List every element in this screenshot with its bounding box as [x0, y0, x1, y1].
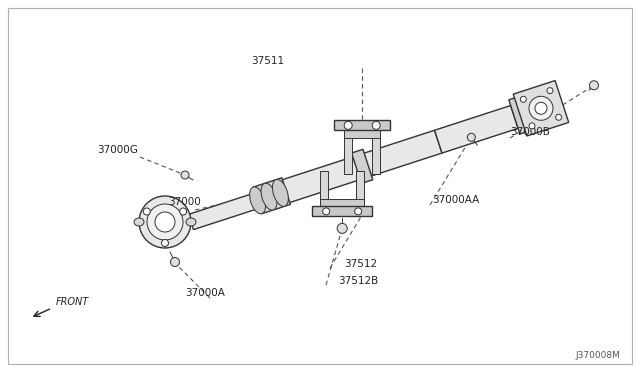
Polygon shape	[344, 130, 380, 138]
Circle shape	[529, 96, 553, 120]
Circle shape	[344, 121, 352, 129]
Ellipse shape	[250, 187, 266, 214]
Text: 37000B: 37000B	[510, 127, 550, 137]
Text: J370008M: J370008M	[575, 351, 620, 360]
Polygon shape	[189, 193, 260, 230]
Polygon shape	[351, 149, 373, 183]
Circle shape	[143, 208, 150, 215]
Polygon shape	[344, 137, 352, 174]
Ellipse shape	[261, 183, 277, 210]
Circle shape	[520, 96, 526, 102]
Circle shape	[323, 208, 330, 215]
Circle shape	[529, 123, 535, 129]
Text: 37000AA: 37000AA	[432, 195, 479, 205]
Ellipse shape	[186, 218, 196, 226]
Circle shape	[181, 171, 189, 179]
Circle shape	[556, 114, 562, 120]
Text: 37511: 37511	[252, 56, 285, 66]
Circle shape	[547, 88, 553, 94]
Circle shape	[147, 204, 183, 240]
Circle shape	[355, 208, 362, 215]
Text: 37512: 37512	[344, 259, 377, 269]
Text: FRONT: FRONT	[56, 297, 89, 307]
Polygon shape	[253, 178, 291, 214]
Ellipse shape	[273, 179, 289, 206]
Circle shape	[589, 81, 598, 90]
Circle shape	[467, 133, 476, 141]
Circle shape	[337, 223, 347, 233]
Polygon shape	[356, 171, 364, 206]
Polygon shape	[334, 121, 390, 130]
Text: 37000G: 37000G	[97, 145, 138, 155]
Text: 37000: 37000	[168, 197, 202, 207]
Polygon shape	[372, 137, 380, 174]
Circle shape	[372, 121, 380, 129]
Ellipse shape	[134, 218, 144, 226]
Polygon shape	[320, 199, 364, 208]
Circle shape	[170, 257, 179, 266]
Circle shape	[180, 208, 187, 215]
Text: 37512B: 37512B	[338, 276, 378, 286]
Circle shape	[535, 102, 547, 114]
Polygon shape	[282, 130, 442, 202]
Text: 37000A: 37000A	[185, 288, 225, 298]
Polygon shape	[513, 81, 569, 136]
Polygon shape	[320, 171, 328, 206]
Polygon shape	[509, 91, 547, 134]
Polygon shape	[435, 106, 518, 153]
Circle shape	[161, 240, 168, 247]
Circle shape	[139, 196, 191, 248]
Polygon shape	[312, 206, 372, 217]
Circle shape	[155, 212, 175, 232]
